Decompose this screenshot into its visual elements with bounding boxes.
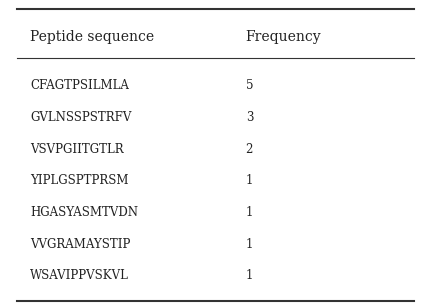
Text: VSVPGIITGTLR: VSVPGIITGTLR bbox=[30, 143, 123, 156]
Text: WSAVIPPVSKVL: WSAVIPPVSKVL bbox=[30, 269, 129, 282]
Text: VVGRAMAYSTIP: VVGRAMAYSTIP bbox=[30, 238, 130, 251]
Text: CFAGTPSILMLA: CFAGTPSILMLA bbox=[30, 80, 129, 92]
Text: Frequency: Frequency bbox=[245, 30, 320, 44]
Text: 1: 1 bbox=[245, 206, 252, 219]
Text: 2: 2 bbox=[245, 143, 252, 156]
Text: 1: 1 bbox=[245, 174, 252, 187]
Text: 1: 1 bbox=[245, 269, 252, 282]
Text: 1: 1 bbox=[245, 238, 252, 251]
Text: YIPLGSPTPRSM: YIPLGSPTPRSM bbox=[30, 174, 129, 187]
Text: Peptide sequence: Peptide sequence bbox=[30, 30, 154, 44]
Text: GVLNSSPSTRFV: GVLNSSPSTRFV bbox=[30, 111, 131, 124]
Text: 5: 5 bbox=[245, 80, 252, 92]
Text: 3: 3 bbox=[245, 111, 252, 124]
Text: HGASYASMTVDN: HGASYASMTVDN bbox=[30, 206, 138, 219]
